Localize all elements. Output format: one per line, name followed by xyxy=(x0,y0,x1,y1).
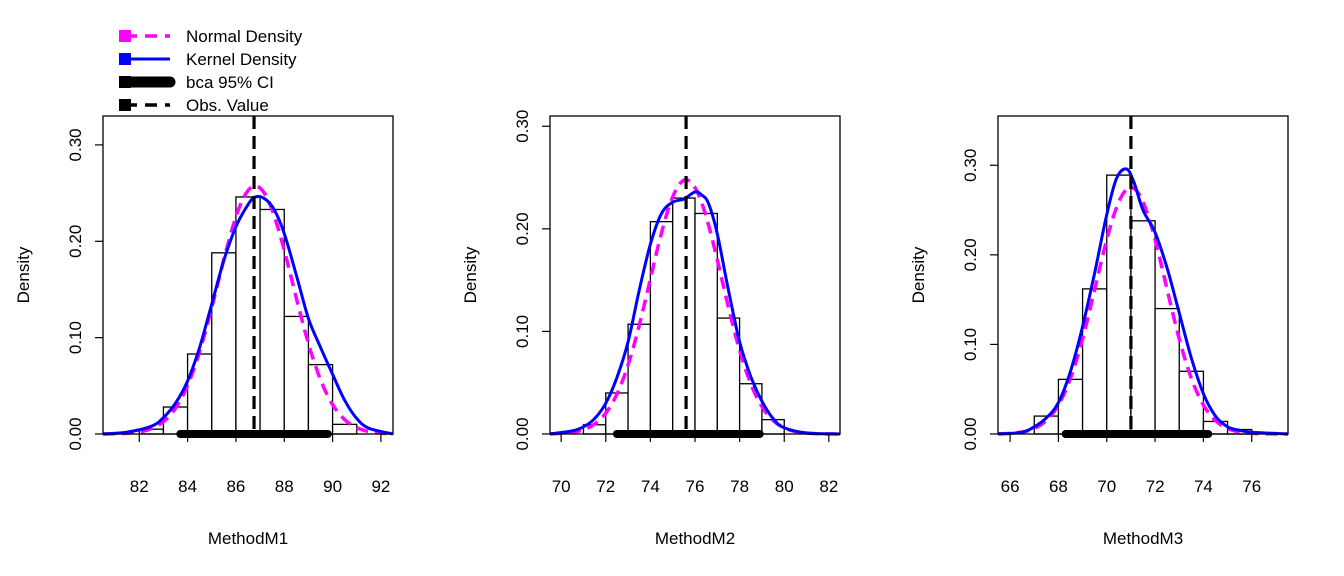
normal-density-curve xyxy=(103,184,394,436)
x-tick-label: 88 xyxy=(275,477,294,496)
y-tick-label: 0.30 xyxy=(961,149,980,182)
x-tick-label: 80 xyxy=(775,477,794,496)
kernel-density-curve xyxy=(997,167,1289,436)
y-tick-label: 0.30 xyxy=(513,110,532,143)
y-tick-label: 0.20 xyxy=(513,212,532,245)
legend-item: Kernel Density xyxy=(119,50,297,69)
x-tick-label: 76 xyxy=(686,477,705,496)
y-tick-label: 0.20 xyxy=(66,225,85,258)
histogram-bar xyxy=(1106,174,1132,435)
legend-label: Normal Density xyxy=(186,27,303,46)
x-tick-label: 74 xyxy=(641,477,660,496)
y-tick-label: 0.00 xyxy=(66,417,85,450)
y-axis-title: Density xyxy=(461,246,480,303)
x-tick-label: 82 xyxy=(819,477,838,496)
histogram-bar xyxy=(627,323,652,435)
y-tick-label: 0.10 xyxy=(513,315,532,348)
y-axis-title: Density xyxy=(909,246,928,303)
legend-item: bca 95% CI xyxy=(119,73,274,92)
x-tick-label: 92 xyxy=(371,477,390,496)
y-axis-title: Density xyxy=(14,246,33,303)
panels: 82 84 86 88 90 92 0.00 0.10 0.20 0.30 MethodM1 Dens… xyxy=(14,110,1289,548)
x-tick-label: 70 xyxy=(1097,477,1116,496)
x-tick-label: 70 xyxy=(552,477,571,496)
kernel-density-curve xyxy=(549,190,841,436)
x-tick-label: 86 xyxy=(226,477,245,496)
legend-item: Obs. Value xyxy=(119,96,269,115)
histogram-bar xyxy=(1130,220,1156,435)
legend-label: Obs. Value xyxy=(186,96,269,115)
x-axis-title: MethodM1 xyxy=(208,529,288,548)
x-tick-label: 68 xyxy=(1049,477,1068,496)
histogram-bar xyxy=(672,197,696,435)
y-tick-label: 0.10 xyxy=(961,328,980,361)
y-tick-label: 0.00 xyxy=(961,417,980,450)
legend-label: Kernel Density xyxy=(186,50,297,69)
legend: Normal Density Kernel Density bca 95% CI Ob… xyxy=(119,27,303,115)
histogram-bar xyxy=(331,423,358,435)
histogram-bar xyxy=(235,196,261,435)
x-tick-label: 74 xyxy=(1194,477,1213,496)
legend-label: bca 95% CI xyxy=(186,73,274,92)
histogram-bar xyxy=(649,221,674,435)
x-tick-label: 90 xyxy=(323,477,342,496)
x-tick-label: 78 xyxy=(730,477,749,496)
panel-2: 70 72 74 76 78 80 82 0.00 0.10 0.20 0.30 MethodM2 De… xyxy=(461,110,841,548)
y-tick-label: 0.20 xyxy=(961,238,980,271)
y-tick-label: 0.30 xyxy=(66,128,85,161)
y-tick-label: 0.10 xyxy=(66,321,85,354)
x-tick-label: 72 xyxy=(1146,477,1165,496)
x-axis-title: MethodM3 xyxy=(1103,529,1183,548)
histogram-bar xyxy=(1154,307,1180,435)
y-tick-label: 0.00 xyxy=(513,417,532,450)
legend-item: Normal Density xyxy=(119,27,303,46)
x-tick-label: 72 xyxy=(596,477,615,496)
histogram-bar xyxy=(186,353,213,435)
x-axis-title: MethodM2 xyxy=(655,529,735,548)
histogram-bar xyxy=(1057,378,1084,435)
x-tick-label: 76 xyxy=(1242,477,1261,496)
histogram-bar xyxy=(211,252,237,435)
x-tick-label: 82 xyxy=(130,477,149,496)
x-tick-label: 66 xyxy=(1001,477,1020,496)
panel-1: 82 84 86 88 90 92 0.00 0.10 0.20 0.30 MethodM1 Dens… xyxy=(14,115,394,548)
plot-frame xyxy=(102,115,394,435)
panel-3: 66 68 70 72 74 76 0.00 0.10 0.20 0.30 MethodM3 Dens… xyxy=(909,115,1289,548)
plot-frame xyxy=(997,115,1289,435)
x-tick-label: 84 xyxy=(178,477,197,496)
